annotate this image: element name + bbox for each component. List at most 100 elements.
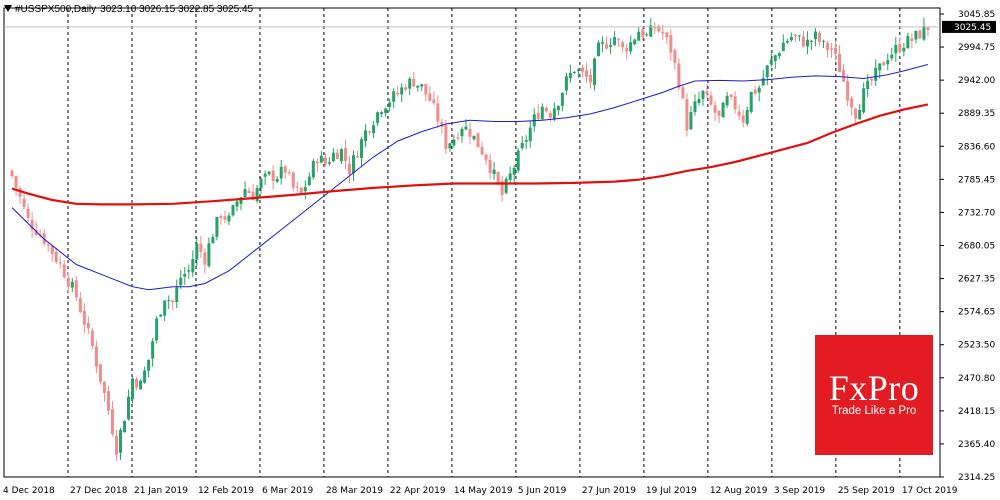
candle-body [66,277,70,287]
candle-body [239,197,243,204]
plot-frame [3,7,941,478]
y-tick-label: 2680.05 [958,242,995,252]
candle-body [809,40,813,42]
candle-body [797,35,801,37]
candle-body [424,83,428,95]
candle-body [910,38,914,41]
candle-body [637,31,641,41]
candle-body [78,298,82,313]
x-tick-label: 12 Feb 2019 [198,486,254,496]
x-tick-label: 6 Mar 2019 [262,486,314,496]
candle-body [789,37,793,41]
candle-body [653,27,657,29]
candle-body [593,58,597,85]
candle-body [18,188,22,197]
candle-body [922,25,926,40]
y-tick-label: 2942.00 [958,76,995,86]
y-tick-label: 2732.70 [958,208,995,218]
candle-body [123,421,127,433]
candle-body [665,32,669,38]
candle-body [669,35,673,53]
candle-body [801,36,805,47]
candle-body [356,156,360,158]
candle-body [745,109,749,124]
candle-body [589,74,593,83]
candle-body [480,146,484,155]
candle-body [520,142,524,149]
candle-body [291,172,295,188]
candle-body [625,47,629,52]
candle-body [580,67,584,72]
candle-body [862,88,866,113]
candle-body [339,148,343,162]
candle-body [906,36,910,49]
candle-body [709,95,713,105]
candle-body [327,162,331,164]
candle-body [685,99,689,131]
candle-body [127,396,131,420]
candle-body [179,277,183,286]
candle-body [597,42,601,57]
fast-moving-average-line [11,64,929,291]
candle-body [492,169,496,174]
candle-body [813,31,817,40]
candle-body [777,53,781,57]
last-price-badge [942,20,996,33]
candle-body [247,190,251,194]
candle-body [834,47,838,54]
candle-body [171,300,175,303]
candle-body [388,102,392,107]
candle-body [552,108,556,120]
logo-slogan: Trade Like a Pro [831,405,917,417]
candle-body [898,43,902,52]
candle-body [444,125,448,149]
candle-body [319,155,323,163]
candle-body [267,171,271,175]
candle-body [143,370,147,383]
candle-body [645,34,649,36]
candle-body [757,87,761,93]
candle-body [392,91,396,102]
candle-body [826,43,830,50]
candle-body [287,172,291,174]
triangle-down-icon[interactable] [4,4,13,13]
candle-body [432,99,436,103]
candle-body [303,187,307,192]
candle-body [649,25,653,37]
candle-body [657,26,661,32]
candle-body [761,78,765,86]
candle-body [874,67,878,81]
x-tick-label: 22 Apr 2019 [390,486,446,496]
candle-body [749,91,753,112]
candle-body [368,131,372,133]
candle-body [22,198,26,207]
candle-body [331,152,335,162]
candle-body [360,139,364,158]
candle-body [219,216,223,219]
candle-body [705,91,709,95]
candle-body [785,41,789,43]
candle-body [70,281,74,288]
candle-body [765,65,769,78]
candle-body [781,42,785,52]
candle-body [564,76,568,91]
candle-body [701,90,705,99]
candle-body [572,71,576,73]
x-tick-label: 28 Mar 2019 [326,486,383,496]
candle-body [155,318,159,341]
candle-body [544,107,548,112]
x-tick-label: 25 Sep 2019 [838,486,895,496]
candle-body [504,178,508,193]
candle-body [512,167,516,175]
y-tick-label: 2627.35 [958,275,995,285]
candle-body [283,166,287,173]
candle-body [641,29,645,38]
candle-body [769,59,773,65]
candle-body [830,48,834,50]
candle-body [613,37,617,45]
moving-averages-layer [11,64,929,291]
fxpro-logo: FxPro Trade Like a Pro [815,335,933,455]
candle-body [721,102,725,118]
candle-body [605,43,609,49]
